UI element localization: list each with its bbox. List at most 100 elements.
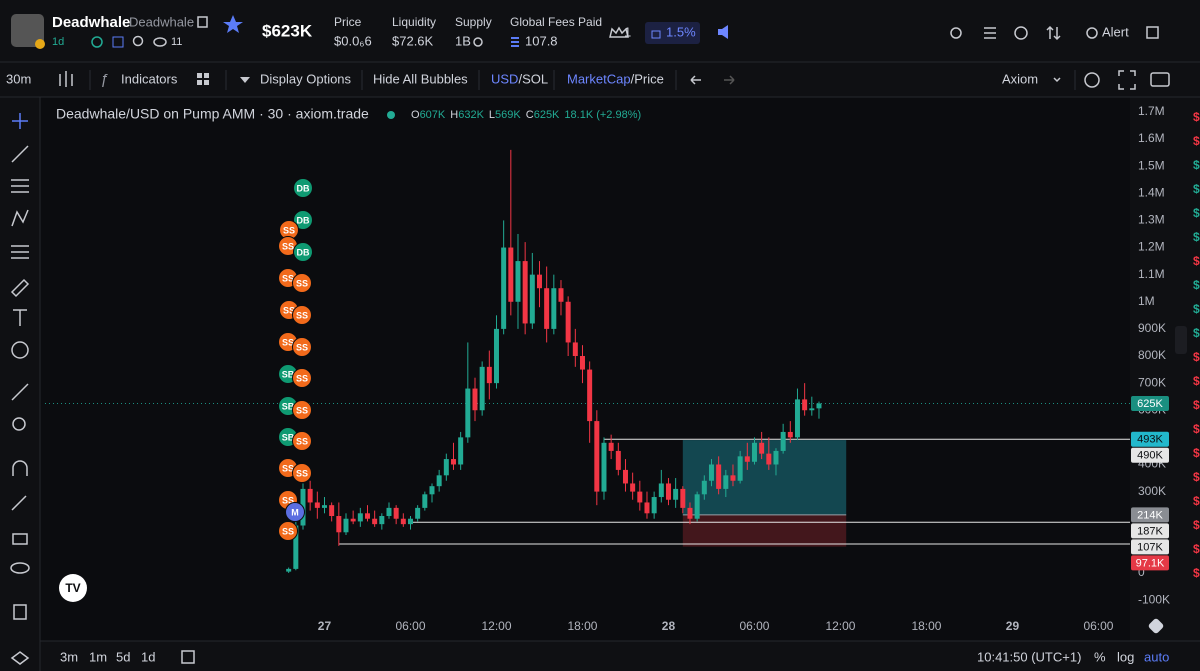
candle-body <box>816 403 822 409</box>
lock-tool[interactable] <box>12 533 28 545</box>
trade-bubble[interactable] <box>292 431 312 451</box>
layout-icon[interactable] <box>1146 26 1159 39</box>
trade-bubble[interactable] <box>292 463 312 483</box>
avatar[interactable] <box>11 14 44 47</box>
chart-title: Deadwhale/USD on Pump AMM · 30 · axiom.t… <box>56 106 369 122</box>
strip-symbol: $ <box>1193 518 1200 532</box>
dropdown-icon[interactable] <box>240 77 250 83</box>
list-icon[interactable] <box>984 27 996 39</box>
price-label-bg <box>1131 555 1169 571</box>
holders: 11 <box>171 36 182 48</box>
alert-button[interactable]: Alert <box>1102 24 1129 39</box>
candle-icon[interactable] <box>59 71 73 87</box>
candle-body <box>450 459 456 465</box>
candle-body <box>680 488 686 508</box>
display-options[interactable]: Display Options <box>260 71 352 86</box>
trade-bubble[interactable] <box>292 273 312 293</box>
brush-tool[interactable] <box>10 278 30 298</box>
icon[interactable] <box>112 36 124 48</box>
fullscreen-icon[interactable] <box>1118 70 1136 90</box>
trade-bubble[interactable] <box>293 178 313 198</box>
stat-value: $72.6K <box>392 33 434 48</box>
candle-body <box>594 421 600 492</box>
currency-usd[interactable]: USD <box>491 71 518 86</box>
ruler-tool[interactable] <box>11 383 29 401</box>
trade-bubble[interactable] <box>292 368 312 388</box>
percent-toggle[interactable]: % <box>1094 649 1106 664</box>
candle-body <box>493 328 499 384</box>
fib-tool[interactable] <box>11 179 29 193</box>
separator: / <box>518 71 522 86</box>
icon[interactable] <box>91 36 103 48</box>
mode-price[interactable]: Price <box>634 71 664 86</box>
trash-tool[interactable] <box>13 604 27 620</box>
price-label: 490K <box>1137 450 1163 462</box>
chevron[interactable] <box>1053 77 1061 83</box>
y-tick-label: 1.3M <box>1138 213 1165 227</box>
hide-bubbles[interactable]: Hide All Bubbles <box>373 71 468 86</box>
range-button[interactable]: 5d <box>116 649 130 664</box>
undo-icon[interactable] <box>690 75 701 85</box>
prediction-tool[interactable] <box>11 245 29 259</box>
candle-body <box>386 507 392 517</box>
trade-bubble[interactable] <box>292 305 312 325</box>
eye-tool[interactable] <box>10 562 30 574</box>
source[interactable]: Axiom <box>1002 71 1038 86</box>
scroll-button[interactable] <box>1148 618 1165 635</box>
gear-icon[interactable] <box>1084 72 1100 88</box>
calendar-icon[interactable] <box>181 650 195 664</box>
candle-body <box>522 261 528 324</box>
indicators-button[interactable]: Indicators <box>121 71 178 86</box>
cursor-tool[interactable] <box>12 113 28 129</box>
interval[interactable]: 30m <box>6 71 31 86</box>
auto-toggle[interactable]: auto <box>1144 649 1169 664</box>
candle-body <box>479 366 485 411</box>
coin-icon[interactable] <box>1014 26 1028 40</box>
trade-bubble[interactable] <box>292 337 312 357</box>
price-label-bg <box>1131 539 1169 555</box>
strip-symbol: $ <box>1193 302 1200 316</box>
trade-bubble[interactable] <box>285 502 305 522</box>
settings-icon[interactable] <box>950 27 962 39</box>
y-tick-label: 700K <box>1138 375 1166 389</box>
search-icon[interactable] <box>132 35 144 47</box>
eye-icon[interactable] <box>153 37 167 47</box>
currency-sol[interactable]: SOL <box>522 71 548 86</box>
status-dot <box>387 111 395 119</box>
copy-icon[interactable] <box>197 16 208 28</box>
range-button[interactable]: 1d <box>141 649 155 664</box>
trade-bubble[interactable] <box>292 400 312 420</box>
megaphone-icon[interactable] <box>718 25 728 39</box>
templates-icon[interactable] <box>197 73 209 85</box>
y-tick-label: 900K <box>1138 321 1166 335</box>
text-tool[interactable] <box>13 309 27 326</box>
refresh-icon[interactable] <box>473 37 483 47</box>
redo-icon[interactable] <box>724 75 735 85</box>
tv-logo[interactable] <box>59 574 87 602</box>
pencil-tool[interactable] <box>11 495 27 511</box>
trade-bubble[interactable] <box>293 210 313 230</box>
candle-body <box>558 288 564 302</box>
mode-marketcap[interactable]: MarketCap <box>567 71 631 86</box>
trade-bubble[interactable] <box>293 242 313 262</box>
trendline-tool[interactable] <box>11 145 29 163</box>
sort-icon[interactable] <box>1046 25 1061 41</box>
range-button[interactable]: 1m <box>89 649 107 664</box>
market-cap: $623K <box>262 21 313 40</box>
candle-body <box>780 431 786 451</box>
price-label-bg <box>1131 447 1169 463</box>
zoom-tool[interactable] <box>12 417 26 431</box>
star-icon[interactable] <box>223 15 243 33</box>
trade-bubble[interactable] <box>278 521 298 541</box>
collapse-handle[interactable] <box>1175 326 1187 354</box>
candle-body <box>436 475 442 487</box>
candle-body <box>314 502 320 508</box>
emoji-tool[interactable] <box>11 341 29 359</box>
pattern-tool[interactable] <box>11 209 29 227</box>
range-button[interactable]: 3m <box>60 649 78 664</box>
magnet-tool[interactable] <box>12 460 28 476</box>
log-toggle[interactable]: log <box>1117 649 1134 664</box>
alarm-icon[interactable] <box>1086 27 1098 39</box>
layers-tool[interactable] <box>10 651 30 665</box>
camera-icon[interactable] <box>1150 72 1170 87</box>
